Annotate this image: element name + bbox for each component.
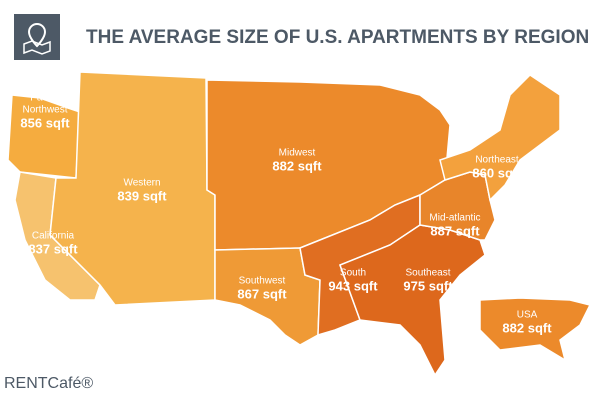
region-size: 839 sqft	[117, 188, 167, 203]
region-name: Southeast	[405, 268, 450, 279]
region-northeast	[439, 74, 561, 202]
region-name: Pacific	[30, 93, 59, 104]
region-southeast	[339, 224, 486, 377]
usa-inset	[479, 297, 592, 362]
region-size: 882 sqft	[272, 158, 322, 173]
region-size: 867 sqft	[237, 286, 287, 301]
region-size: 837 sqft	[28, 241, 78, 256]
regions	[7, 71, 592, 377]
region-size: 860 sqft	[472, 165, 522, 180]
region-size: 887 sqft	[430, 223, 480, 238]
region-name: Southwest	[239, 276, 286, 287]
region-name: South	[340, 268, 366, 279]
region-name: Midwest	[279, 148, 316, 159]
region-name: California	[32, 231, 75, 242]
pin	[27, 22, 47, 48]
region-name: Western	[123, 178, 160, 189]
region-size: 943 sqft	[328, 278, 378, 293]
logo: RENTCafé®	[4, 375, 93, 392]
region-name: USA	[517, 310, 538, 321]
region-size: 975 sqft	[403, 278, 453, 293]
map-icon	[14, 14, 60, 60]
region-size: 882 sqft	[502, 320, 552, 335]
title: THE AVERAGE SIZE OF U.S. APARTMENTS BY R…	[86, 27, 589, 48]
region-name: Northeast	[475, 155, 519, 166]
region-name: Mid-atlantic	[429, 213, 480, 224]
fold-map	[23, 40, 51, 55]
region-size: 856 sqft	[20, 115, 70, 130]
region-name: Northwest	[22, 105, 67, 116]
